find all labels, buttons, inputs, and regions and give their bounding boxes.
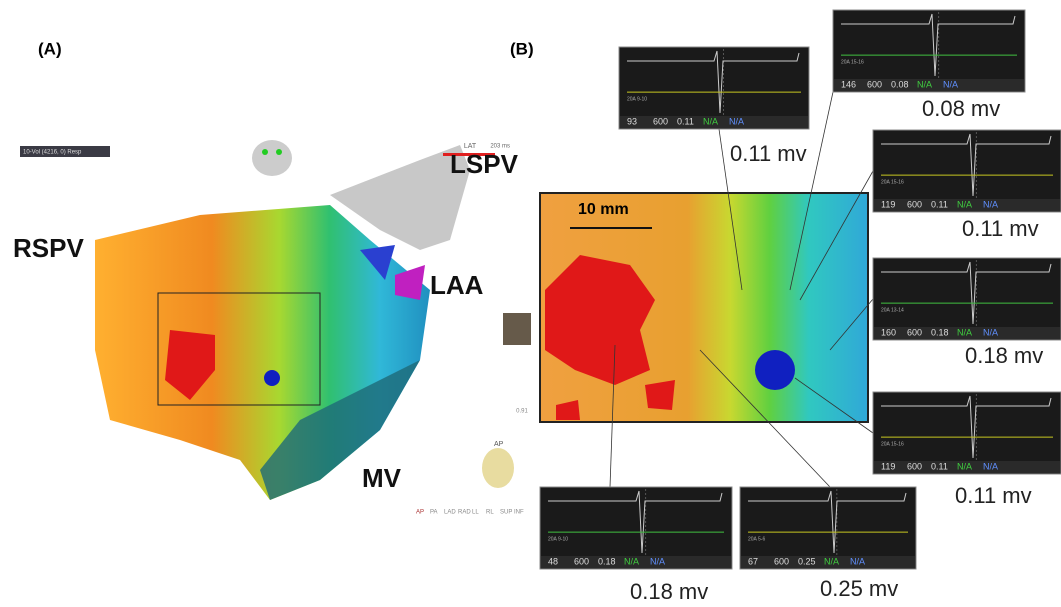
egm-footer-field: 146 bbox=[841, 79, 856, 89]
voltage-label: 0.08 mv bbox=[922, 96, 1000, 121]
egm-footer-field: N/A bbox=[650, 556, 665, 566]
egm-footer-field: 600 bbox=[653, 116, 668, 126]
egm-footer-field: N/A bbox=[703, 116, 718, 126]
egm-footer-field: 67 bbox=[748, 556, 758, 566]
egm-footer-field: 119 bbox=[881, 461, 895, 471]
anatomy-label: MV bbox=[362, 463, 402, 493]
egm-channel: 20A 15-16 bbox=[841, 59, 864, 65]
egm-channel: 20A 9-10 bbox=[627, 96, 647, 102]
tool-button[interactable] bbox=[503, 313, 531, 345]
voltage-label: 0.11 mv bbox=[962, 216, 1039, 241]
panel-label: (A) bbox=[38, 39, 62, 58]
voltage-label: 0.18 mv bbox=[965, 343, 1043, 368]
egm-footer-field: N/A bbox=[983, 461, 998, 471]
egm-footer-field: 0.18 bbox=[598, 556, 616, 566]
voltage-label: 0.18 mv bbox=[630, 579, 708, 602]
egm-footer-field: 0.18 bbox=[931, 327, 949, 337]
egm-footer-field: 119 bbox=[881, 199, 895, 209]
egm-footer-field: N/A bbox=[983, 199, 998, 209]
catheter-tip bbox=[755, 350, 795, 390]
view-button[interactable]: INF bbox=[514, 510, 524, 516]
egm-footer-field: N/A bbox=[824, 556, 839, 566]
egm-footer-field: 600 bbox=[907, 199, 922, 209]
egm-footer-field: N/A bbox=[957, 199, 972, 209]
egm-footer-field: N/A bbox=[850, 556, 865, 566]
egm-footer-field: 93 bbox=[627, 116, 637, 126]
egm-channel: 20A 5-6 bbox=[748, 536, 765, 542]
egm-footer-field: 600 bbox=[574, 556, 589, 566]
anatomy-label: LAA bbox=[430, 270, 484, 300]
egm-footer-field: 0.11 bbox=[931, 199, 948, 209]
figure: (A) (B) 10-Vol (4216, 0) Resp LAT 203 ms… bbox=[0, 0, 1061, 602]
voltage-label: 0.11 mv bbox=[955, 483, 1032, 508]
egm-channel: 20A 13-14 bbox=[881, 307, 904, 313]
view-button[interactable]: LL bbox=[472, 510, 479, 516]
egm-footer-field: 0.11 bbox=[677, 116, 694, 126]
egm-footer-field: N/A bbox=[624, 556, 639, 566]
egm-footer-field: N/A bbox=[917, 79, 932, 89]
panel-label: (B) bbox=[510, 39, 534, 58]
voltage-label: 0.11 mv bbox=[730, 141, 807, 166]
egm-footer-field: N/A bbox=[983, 327, 998, 337]
egm-footer-field: N/A bbox=[957, 327, 972, 337]
egm-footer-field: 600 bbox=[867, 79, 882, 89]
view-button[interactable]: SUP bbox=[500, 510, 512, 516]
egm-footer-field: N/A bbox=[943, 79, 958, 89]
egm-footer-field: 600 bbox=[774, 556, 789, 566]
egm-footer-field: 48 bbox=[548, 556, 558, 566]
view-button[interactable]: AP bbox=[416, 510, 424, 516]
view-button[interactable]: RAD bbox=[458, 510, 471, 516]
egm-channel: 20A 15-16 bbox=[881, 441, 904, 447]
egm-channel: 20A 9-10 bbox=[548, 536, 568, 542]
egm-channel: 20A 15-16 bbox=[881, 179, 904, 185]
head-icon bbox=[252, 140, 292, 176]
scale-label: 10 mm bbox=[578, 201, 629, 218]
egm-footer-field: 600 bbox=[907, 461, 922, 471]
egm-footer-field: N/A bbox=[957, 461, 972, 471]
egm-footer-field: 600 bbox=[907, 327, 922, 337]
view-button[interactable]: LAD bbox=[444, 510, 456, 516]
orientation: AP bbox=[494, 441, 504, 448]
voltage-label: 0.25 mv bbox=[820, 576, 898, 601]
view-value: 0.91 bbox=[516, 409, 528, 415]
dropdown-text: 10-Vol (4216, 0) Resp bbox=[23, 150, 82, 156]
egm-footer-field: 0.11 bbox=[931, 461, 948, 471]
anatomy-label: RSPV bbox=[13, 233, 84, 263]
egm-footer-field: N/A bbox=[729, 116, 744, 126]
view-button[interactable]: RL bbox=[486, 510, 494, 516]
heart-icon bbox=[482, 448, 514, 488]
egm-footer-field: 0.08 bbox=[891, 79, 909, 89]
egm-footer-field: 160 bbox=[881, 327, 896, 337]
anatomy-label: LSPV bbox=[450, 149, 519, 179]
view-button[interactable]: PA bbox=[430, 510, 438, 516]
egm-footer-field: 0.25 bbox=[798, 556, 816, 566]
